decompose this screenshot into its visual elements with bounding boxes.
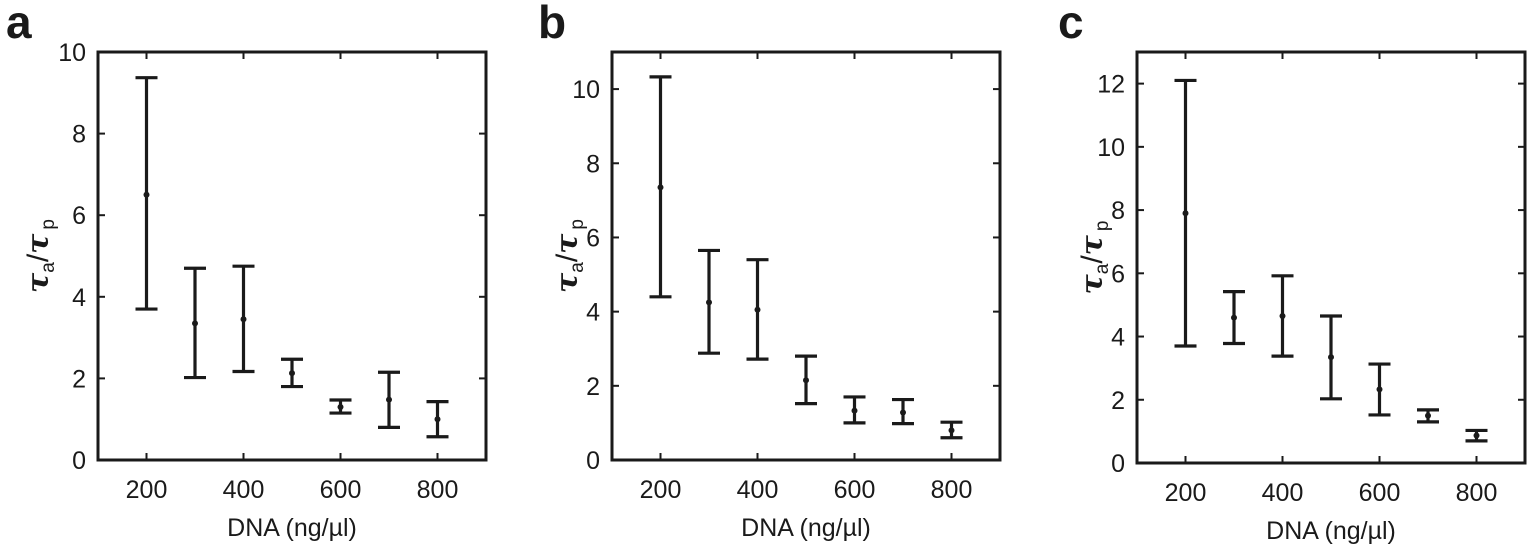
x-tick-label: 400 [223, 476, 265, 504]
data-point [1231, 314, 1237, 321]
x-tick-label: 800 [417, 476, 459, 504]
y-tick-label: 2 [1111, 387, 1125, 415]
y-tick-label: 4 [586, 299, 600, 327]
y-axis-label: τa/τp [21, 219, 59, 293]
panel-c: c 0 2 4 6 8 10 12 200 400 600 800 DNA (ng/µl) τa/τp [1058, 0, 1527, 545]
data-point [1425, 412, 1431, 419]
x-tick-label: 200 [640, 476, 682, 504]
x-axis-label: DNA (ng/µl) [741, 514, 871, 542]
y-tick-label: 4 [72, 284, 86, 312]
plot-frame [1135, 50, 1527, 465]
y-tick-label: 12 [1097, 71, 1125, 99]
y-tick-label: 8 [586, 150, 600, 178]
x-axis-label: DNA (ng/µl) [227, 514, 357, 542]
data-point [289, 370, 295, 377]
x-tick-label: 400 [737, 476, 779, 504]
data-point [192, 320, 198, 327]
data-point [1182, 210, 1189, 217]
y-tick-label: 8 [1111, 197, 1125, 225]
x-tick-label: 800 [1456, 479, 1498, 507]
y-tick-label: 0 [72, 447, 86, 475]
data-point [706, 299, 712, 306]
x-tick-label: 600 [834, 476, 876, 504]
data-point [754, 306, 761, 313]
panel-letter: c [1058, 0, 1084, 48]
data-point [803, 377, 809, 384]
panel-b: b 0 2 4 6 8 10 200 400 600 800 DNA (ng/µl) τa/τp [538, 0, 1002, 542]
plot-frame [610, 50, 1002, 462]
y-tick-label: 0 [1111, 450, 1125, 478]
y-tick-label: 2 [586, 373, 600, 401]
plot-frame [96, 50, 488, 462]
data-point [143, 191, 150, 198]
data-point [851, 407, 858, 414]
data-point [1376, 386, 1383, 393]
panel-a: a 0 2 4 6 8 10 200 400 600 800 DNA (ng/µl) τa/τp [6, 0, 488, 542]
y-tick-label: 0 [586, 447, 600, 475]
data-point [1473, 432, 1480, 439]
y-tick-label: 4 [1111, 324, 1125, 352]
x-tick-label: 800 [931, 476, 973, 504]
x-tick-label: 600 [1359, 479, 1401, 507]
data-point [240, 316, 247, 323]
x-tick-label: 600 [320, 476, 362, 504]
y-axis-label: τa/τp [550, 219, 588, 293]
panel-letter: a [6, 0, 32, 48]
y-axis-label: τa/τp [1075, 221, 1113, 295]
data-point [900, 409, 906, 416]
data-point [657, 184, 664, 191]
x-tick-label: 400 [1262, 479, 1304, 507]
data-point [1328, 354, 1334, 361]
panel-letter: b [538, 0, 566, 48]
y-tick-label: 6 [586, 224, 600, 252]
y-tick-label: 10 [1097, 134, 1125, 162]
x-axis-label: DNA (ng/µl) [1266, 517, 1396, 545]
y-tick-label: 10 [58, 39, 86, 67]
data-point [434, 416, 441, 423]
data-point [386, 396, 392, 403]
data-point [337, 403, 344, 410]
data-point [948, 427, 955, 434]
y-tick-label: 6 [1111, 260, 1125, 288]
x-tick-label: 200 [126, 476, 168, 504]
y-tick-label: 10 [572, 76, 600, 104]
x-tick-label: 200 [1165, 479, 1207, 507]
y-tick-label: 6 [72, 202, 86, 230]
data-point [1279, 312, 1286, 319]
y-tick-label: 2 [72, 365, 86, 393]
y-tick-label: 8 [72, 121, 86, 149]
